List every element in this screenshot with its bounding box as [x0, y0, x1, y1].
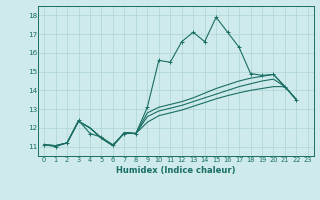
X-axis label: Humidex (Indice chaleur): Humidex (Indice chaleur): [116, 166, 236, 175]
